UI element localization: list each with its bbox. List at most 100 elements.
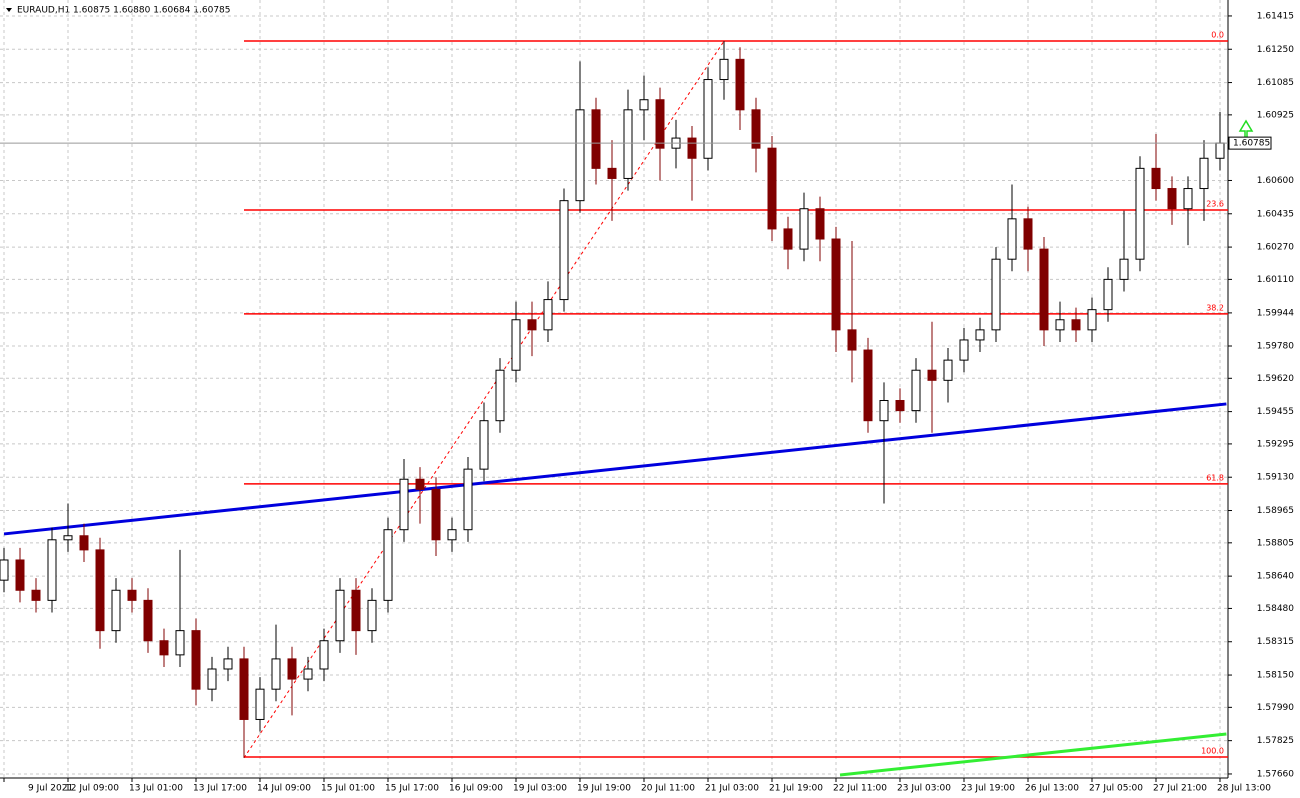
trendline (839, 732, 1227, 777)
y-tick-label: 1.60925 (1257, 110, 1294, 120)
candle-body (1151, 167, 1161, 190)
candle-body (799, 208, 809, 250)
candle-body (399, 478, 409, 531)
candle-body (79, 535, 89, 551)
candle-body (735, 58, 745, 111)
candle-body (703, 79, 713, 159)
candle-body (767, 147, 777, 230)
candle-body (63, 535, 73, 541)
x-tick-label: 22 Jul 11:00 (833, 784, 887, 794)
y-tick-label: 1.57660 (1257, 769, 1294, 779)
candle-body (687, 137, 697, 159)
y-tick-label: 1.60270 (1257, 243, 1294, 253)
candle-body (527, 319, 537, 331)
candle-body (911, 369, 921, 412)
x-tick-label: 15 Jul 01:00 (321, 784, 375, 794)
candle-body (495, 369, 505, 422)
current-price-label: 1.60785 (1233, 139, 1270, 149)
x-tick-label: 19 Jul 19:00 (577, 784, 631, 794)
candle-body (431, 488, 441, 541)
candle-body (415, 478, 425, 490)
y-tick-label: 1.58805 (1257, 538, 1294, 548)
y-tick-label: 1.58640 (1257, 572, 1294, 582)
x-tick-label: 26 Jul 13:00 (1025, 784, 1079, 794)
candle-body (175, 630, 185, 656)
x-tick-label: 13 Jul 01:00 (129, 784, 183, 794)
x-tick-label: 27 Jul 05:00 (1089, 784, 1143, 794)
y-tick-label: 1.57990 (1257, 703, 1294, 713)
x-tick-label: 21 Jul 19:00 (769, 784, 823, 794)
candle-body (47, 539, 57, 601)
candle-body (623, 109, 633, 179)
candle-body (751, 109, 761, 149)
y-tick-label: 1.58965 (1257, 506, 1294, 516)
candle-body (591, 109, 601, 169)
candle-body (991, 258, 1001, 331)
candle-body (847, 329, 857, 351)
y-tick-label: 1.58480 (1257, 604, 1294, 614)
candle-body (1023, 218, 1033, 250)
candle-body (927, 369, 937, 381)
x-tick-label: 28 Jul 13:00 (1217, 784, 1271, 794)
candle-body (719, 58, 729, 81)
candle-body (1071, 319, 1081, 331)
fib-level-label: 61.8 (1206, 473, 1224, 482)
menu-triangle[interactable] (6, 8, 12, 12)
candle-body (575, 109, 585, 202)
candle-body (463, 468, 473, 531)
candle-body (0, 559, 9, 581)
x-tick-label: 27 Jul 21:00 (1153, 784, 1207, 794)
candle-body (879, 400, 889, 422)
x-tick-label: 20 Jul 11:00 (641, 784, 695, 794)
y-tick-label: 1.57825 (1257, 736, 1294, 746)
y-tick-label: 1.59295 (1257, 439, 1294, 449)
candle-body (831, 238, 841, 331)
candle-body (15, 559, 25, 591)
y-tick-label: 1.60600 (1257, 176, 1294, 186)
y-tick-label: 1.59780 (1257, 342, 1294, 352)
candle-body (303, 668, 313, 680)
candle-body (111, 589, 121, 632)
x-tick-label: 9 Jul 2021 (28, 784, 73, 794)
x-tick-label: 16 Jul 09:00 (449, 784, 503, 794)
y-tick-label: 1.58315 (1257, 637, 1294, 647)
candle-body (367, 599, 377, 632)
x-tick-label: 12 Jul 09:00 (65, 784, 119, 794)
x-tick-label: 14 Jul 09:00 (257, 784, 311, 794)
candle-body (943, 359, 953, 381)
candle-body (31, 589, 41, 601)
candle-body (1087, 309, 1097, 331)
x-tick-label: 13 Jul 17:00 (193, 784, 247, 794)
trendline (3, 402, 1227, 536)
candle-body (543, 299, 553, 331)
candle-body (863, 349, 873, 422)
candle-body (207, 668, 217, 690)
candle-body (607, 167, 617, 179)
candle-body (255, 688, 265, 720)
candle-body (335, 589, 345, 642)
candle-body (479, 420, 489, 470)
y-tick-label: 1.60110 (1257, 275, 1294, 285)
candle-body (1183, 188, 1193, 210)
current-price-box (1228, 136, 1272, 150)
candle-body (1199, 157, 1209, 190)
candle-body (959, 339, 969, 361)
fib-level-label: 100.0 (1201, 747, 1224, 756)
x-tick-label: 19 Jul 03:00 (513, 784, 567, 794)
candle-body (655, 99, 665, 149)
candle-body (447, 529, 457, 541)
x-tick-label: 23 Jul 03:00 (897, 784, 951, 794)
chart-title: EURAUD,H1 1.60875 1.60880 1.60684 1.6078… (17, 6, 231, 16)
candle-body (1135, 167, 1145, 260)
candle-body (319, 640, 329, 670)
y-tick-label: 1.61085 (1257, 78, 1294, 88)
candle-body (191, 630, 201, 690)
candle-body (783, 228, 793, 250)
x-tick-label: 15 Jul 17:00 (385, 784, 439, 794)
candle-body (351, 589, 361, 632)
candle-body (1039, 248, 1049, 331)
y-tick-label: 1.58150 (1257, 671, 1294, 681)
x-tick-label: 21 Jul 03:00 (705, 784, 759, 794)
candle-body (975, 329, 985, 341)
